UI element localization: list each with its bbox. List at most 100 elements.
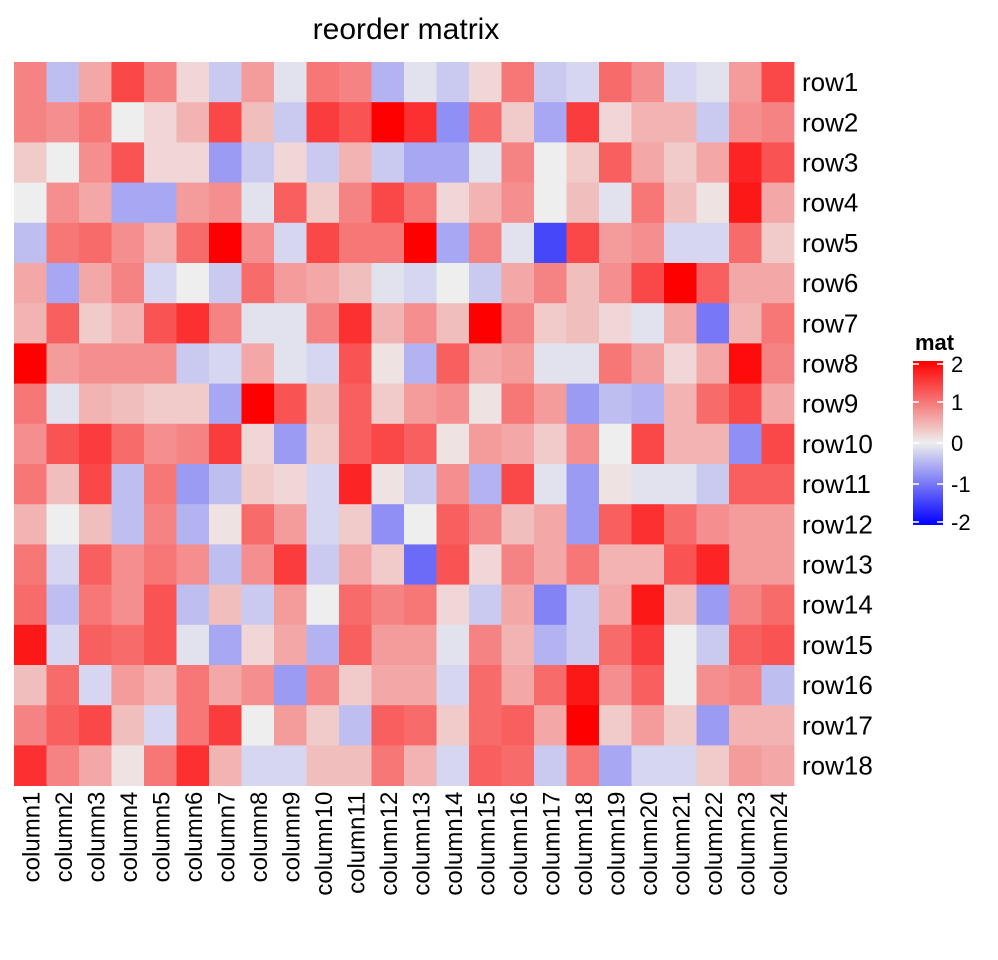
column-label: column20 [636,792,663,896]
heatmap-cell-row10-column22 [696,423,730,465]
heatmap-cell-row12-column7 [209,504,242,545]
column-label: column9 [278,792,305,883]
heatmap-cell-row8-column22 [696,343,730,384]
heatmap-cell-row11-column22 [696,464,730,505]
heatmap-cell-row10-column11 [339,423,372,465]
heatmap-cell-row4-column7 [209,182,242,224]
heatmap-cell-row2-column21 [664,102,697,143]
heatmap-cell-row14-column14 [436,584,470,626]
heatmap-cell-row7-column24 [761,303,795,344]
heatmap-cell-row18-column18 [566,745,600,786]
heatmap-cell-row13-column6 [176,544,210,585]
heatmap-cell-row13-column14 [436,544,470,585]
heatmap-cell-row15-column21 [664,624,697,666]
heatmap-cell-row15-column12 [371,624,405,666]
heatmap-cell-row4-column19 [599,182,632,224]
heatmap-cell-row11-column8 [241,464,275,505]
heatmap-cell-row8-column17 [534,343,567,384]
heatmap-cell-row17-column11 [339,705,372,746]
heatmap-cell-row17-column20 [631,705,665,746]
heatmap-cell-row2-column9 [274,102,307,143]
heatmap-cell-row15-column16 [501,624,535,666]
heatmap-cell-row14-column16 [501,584,535,626]
heatmap-cell-row6-column24 [761,263,795,304]
heatmap-cell-row18-column21 [664,745,697,786]
heatmap-cell-row14-column4 [111,584,145,626]
heatmap-cell-row7-column13 [404,303,437,344]
column-label: column24 [766,792,793,896]
heatmap-cell-row17-column14 [436,705,470,746]
column-label: column19 [603,792,630,896]
heatmap-cell-row4-column23 [729,182,762,224]
heatmap-cell-row10-column12 [371,423,405,465]
heatmap-cell-row2-column16 [501,102,535,143]
heatmap-cell-row8-column7 [209,343,242,384]
heatmap-cell-row18-column2 [46,745,80,786]
heatmap-cell-row13-column11 [339,544,372,585]
row-label: row2 [802,107,858,137]
heatmap-cell-row9-column10 [306,383,340,425]
heatmap-cell-row10-column3 [79,423,112,465]
heatmap-cell-row5-column22 [696,222,730,264]
heatmap-cell-row2-column23 [729,102,762,143]
heatmap-cell-row17-column22 [696,705,730,746]
heatmap-cell-row15-column3 [79,624,112,666]
heatmap-cell-row15-column1 [14,624,47,666]
row-label: row8 [802,349,858,379]
heatmap-cell-row6-column3 [79,263,112,304]
heatmap-cell-row4-column13 [404,182,437,224]
heatmap-cell-row18-column20 [631,745,665,786]
heatmap-cell-row5-column14 [436,222,470,264]
heatmap-cell-row1-column1 [14,62,47,103]
heatmap-cell-row6-column16 [501,263,535,304]
heatmap-cell-row17-column5 [144,705,177,746]
heatmap-cell-row4-column9 [274,182,307,224]
heatmap-cell-row14-column18 [566,584,600,626]
row-label: row7 [802,308,858,338]
heatmap-cell-row12-column4 [111,504,145,545]
row-label: row13 [802,550,873,580]
heatmap-cell-row4-column4 [111,182,145,224]
heatmap-cell-row18-column24 [761,745,795,786]
heatmap-cell-row10-column5 [144,423,177,465]
heatmap-cell-row1-column6 [176,62,210,103]
heatmap-cell-row2-column15 [469,102,502,143]
legend-tick-label: -2 [951,510,971,535]
heatmap-cell-row2-column7 [209,102,242,143]
heatmap-cell-row17-column12 [371,705,405,746]
heatmap-cell-row14-column7 [209,584,242,626]
heatmap-cell-row5-column1 [14,222,47,264]
heatmap-cell-row15-column7 [209,624,242,666]
heatmap-cell-row9-column11 [339,383,372,425]
heatmap-cell-row2-column10 [306,102,340,143]
heatmap-cell-row16-column18 [566,665,600,706]
heatmap-cell-row13-column4 [111,544,145,585]
heatmap-cell-row7-column21 [664,303,697,344]
heatmap-cell-row9-column5 [144,383,177,425]
heatmap-cell-row8-column3 [79,343,112,384]
heatmap-cell-row12-column21 [664,504,697,545]
heatmap-cell-row8-column14 [436,343,470,384]
heatmap-cell-row16-column9 [274,665,307,706]
heatmap-cell-row4-column24 [761,182,795,224]
heatmap-cell-row17-column2 [46,705,80,746]
heatmap-cell-row3-column24 [761,142,795,183]
heatmap-cell-row3-column20 [631,142,665,183]
heatmap-cell-row10-column18 [566,423,600,465]
heatmap-cell-row3-column8 [241,142,275,183]
heatmap-cell-row1-column12 [371,62,405,103]
heatmap-cell-row11-column14 [436,464,470,505]
heatmap-cell-row2-column17 [534,102,567,143]
column-label: column4 [116,792,143,883]
heatmap-cell-row13-column12 [371,544,405,585]
heatmap-cell-row6-column5 [144,263,177,304]
column-labels: column1 column2 column3 column4 column5 colum… [18,792,793,896]
heatmap-cell-row12-column19 [599,504,632,545]
heatmap-cell-row15-column13 [404,624,437,666]
heatmap-cell-row2-column11 [339,102,372,143]
heatmap-cell-row1-column14 [436,62,470,103]
heatmap-cell-row1-column4 [111,62,145,103]
heatmap-cell-row13-column13 [404,544,437,585]
heatmap-cell-row15-column22 [696,624,730,666]
heatmap-cell-row6-column23 [729,263,762,304]
